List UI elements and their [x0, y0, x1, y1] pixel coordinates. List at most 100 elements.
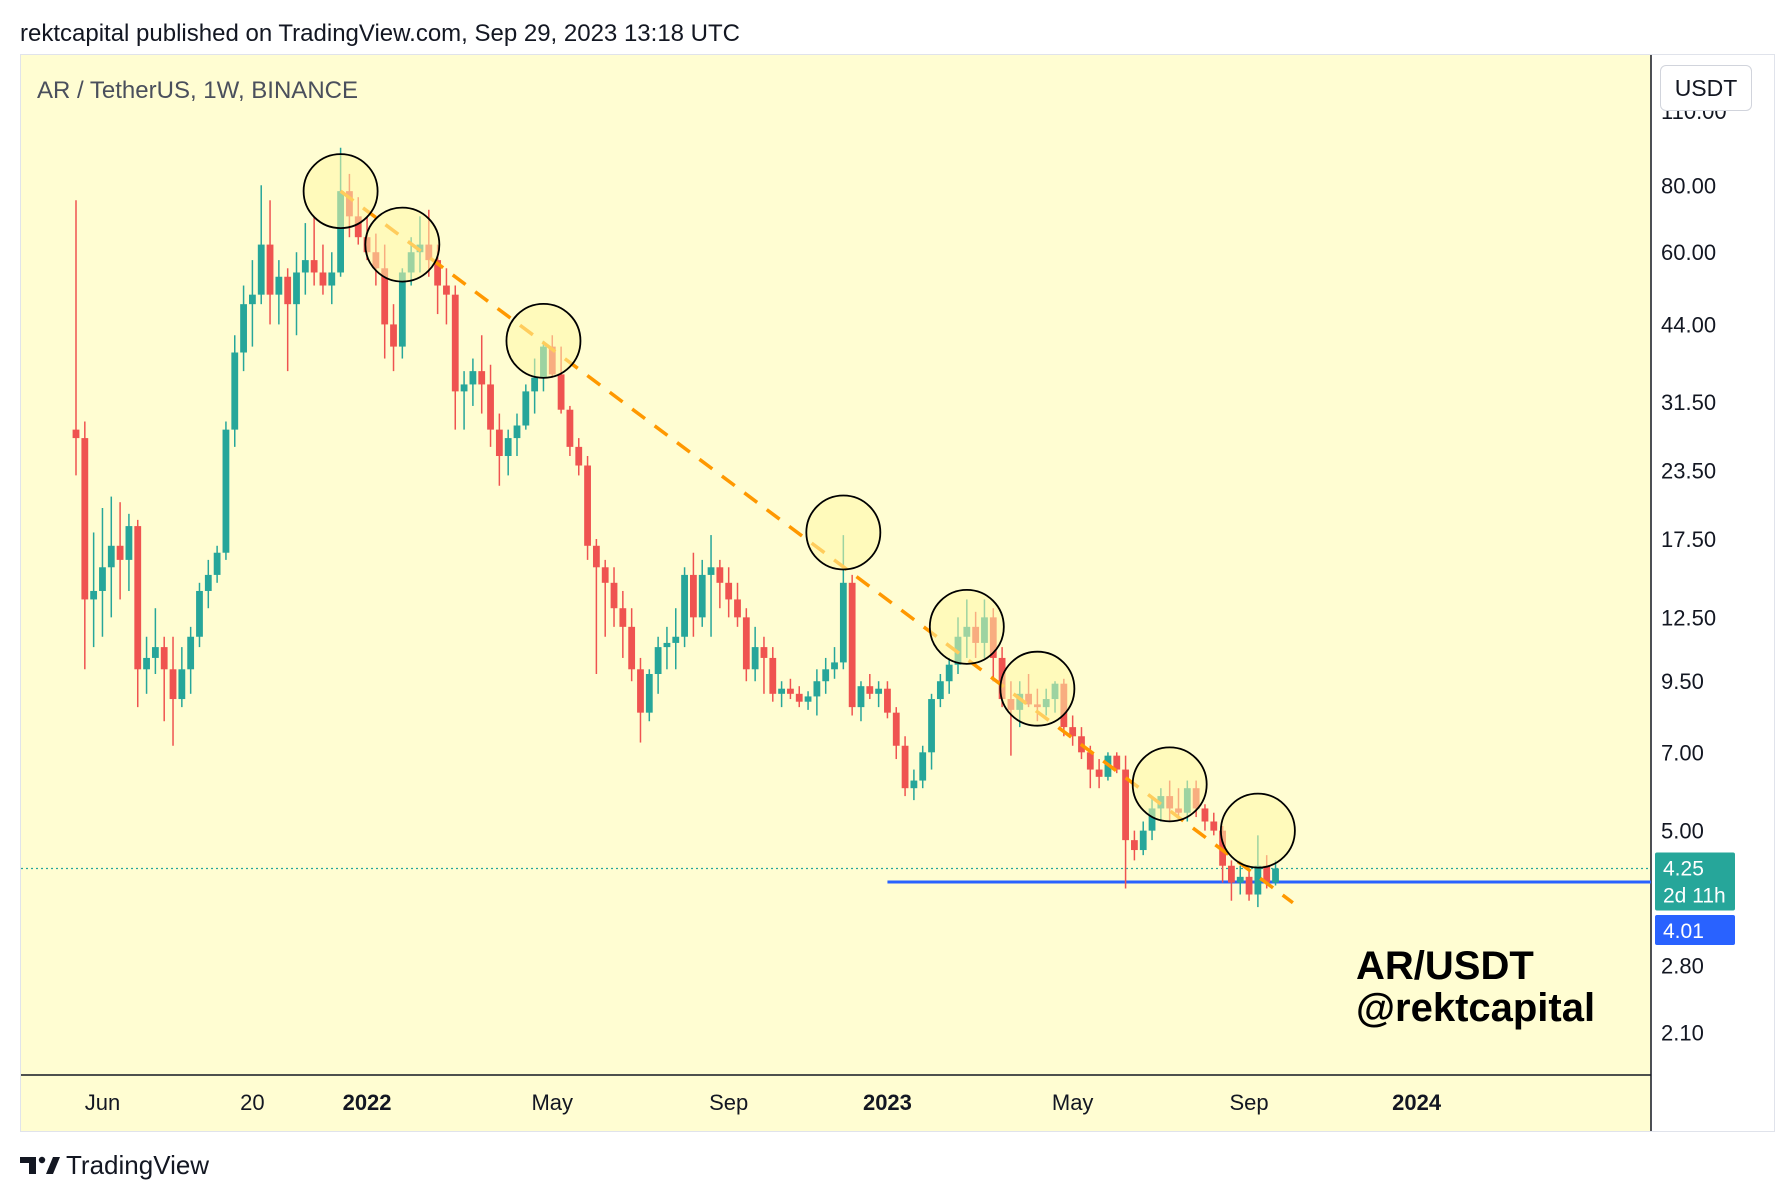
candle-body: [672, 636, 680, 643]
candle-body: [848, 582, 856, 708]
candle-body: [910, 780, 918, 789]
y-tick-label: 12.50: [1661, 605, 1716, 630]
candle-body: [619, 608, 627, 627]
candle-body: [1122, 769, 1129, 841]
y-tick-label: 5.00: [1661, 819, 1704, 844]
y-tick-label: 17.50: [1661, 527, 1716, 552]
candle-body: [151, 647, 159, 658]
candle-body: [478, 371, 486, 385]
candle-body: [813, 681, 821, 697]
candle-body: [231, 352, 239, 430]
candle-body: [725, 582, 733, 600]
candle-body: [284, 276, 292, 305]
candle-body: [875, 688, 883, 694]
candle-body: [398, 272, 406, 347]
candle-body: [592, 545, 600, 568]
candle-body: [857, 686, 865, 708]
candle-body: [707, 567, 715, 575]
candle-body: [513, 425, 521, 439]
candle-body: [451, 294, 459, 392]
touch-circle: [805, 494, 882, 571]
candle-body: [1148, 808, 1156, 831]
x-tick-label: 20: [240, 1090, 264, 1115]
candle-body: [822, 669, 830, 682]
candle-body: [196, 590, 203, 637]
candle-body: [557, 374, 565, 410]
chart-frame[interactable]: 110.00 80.00 60.00 44.00 31.50 23.50 17.50 12.5…: [20, 54, 1775, 1132]
candle-body: [337, 191, 344, 273]
candle-body: [760, 647, 768, 658]
touch-circle: [1131, 746, 1208, 823]
currency-button[interactable]: USDT: [1660, 65, 1752, 111]
candle-body: [795, 693, 803, 702]
x-tick-label: May: [531, 1090, 573, 1115]
candle-body: [257, 244, 265, 295]
candle-body: [778, 688, 785, 694]
candle-body: [301, 260, 309, 273]
y-tick-label: 80.00: [1661, 173, 1716, 198]
touch-circle: [1219, 792, 1296, 869]
symbol-title: AR / TetherUS, 1W, BINANCE: [37, 77, 358, 104]
candle-body: [1069, 727, 1077, 737]
x-tick-label: Sep: [1229, 1090, 1268, 1115]
y-tick-label: 44.00: [1661, 312, 1716, 337]
brand-name[interactable]: TradingView: [66, 1149, 210, 1180]
candle-body: [742, 617, 750, 670]
candle-body: [637, 669, 644, 713]
x-tick-label: 2024: [1392, 1090, 1442, 1115]
footer: TradingView: [20, 1150, 209, 1180]
candle-body: [249, 294, 256, 305]
time-axis[interactable]: [21, 1075, 1651, 1131]
support-price-tag: [1655, 914, 1735, 945]
y-tick-label: 31.50: [1661, 390, 1716, 415]
candle-body: [1086, 752, 1094, 770]
candle-body: [381, 268, 389, 325]
candle-body: [734, 599, 741, 618]
candle-body: [839, 582, 847, 663]
candle-body: [804, 696, 812, 702]
support-price-label: 4.01: [1663, 920, 1704, 943]
candle-body: [116, 545, 124, 560]
candle-body: [566, 409, 574, 447]
x-tick-label: May: [1052, 1090, 1094, 1115]
touch-circle: [999, 650, 1076, 727]
candle-body: [901, 745, 909, 789]
candle-body: [90, 590, 98, 600]
candle-body: [1113, 755, 1121, 770]
tradingview-logo-icon[interactable]: [20, 1154, 60, 1176]
candle-body: [1263, 865, 1271, 883]
candle-body: [866, 686, 874, 694]
candle-body: [134, 526, 142, 670]
candle-body: [1272, 868, 1279, 883]
touch-circle: [364, 206, 441, 283]
candle-body: [275, 276, 283, 295]
candle-body: [575, 446, 583, 466]
candle-body: [178, 669, 186, 700]
candle-body: [663, 642, 671, 648]
candle-body: [928, 699, 935, 753]
candle-body: [222, 429, 230, 553]
countdown-label: 2d 11h: [1663, 884, 1726, 907]
candle-body: [99, 567, 106, 591]
candle-body: [390, 324, 397, 347]
candle-body: [443, 285, 450, 295]
price-chart[interactable]: 110.0080.0060.0044.0031.5023.5017.5012.5…: [21, 55, 1774, 1131]
y-tick-label: 7.00: [1661, 740, 1704, 765]
candle-body: [681, 574, 688, 637]
y-tick-label: 9.50: [1661, 669, 1704, 694]
candle-body: [716, 567, 724, 583]
y-tick-label: 2.10: [1661, 1021, 1704, 1046]
y-tick-label: 23.50: [1661, 458, 1716, 483]
candle-body: [187, 636, 195, 670]
candle-body: [328, 272, 336, 286]
candle-body: [310, 260, 318, 273]
candle-body: [751, 647, 759, 670]
candle-body: [1245, 876, 1253, 895]
candle-body: [919, 752, 927, 781]
published-caption: rektcapital published on TradingView.com…: [20, 20, 740, 47]
x-tick-label: 2022: [343, 1090, 392, 1115]
candle-body: [769, 657, 777, 694]
candle-body: [319, 272, 327, 286]
candle-body: [495, 429, 503, 457]
candle-body: [601, 567, 609, 583]
